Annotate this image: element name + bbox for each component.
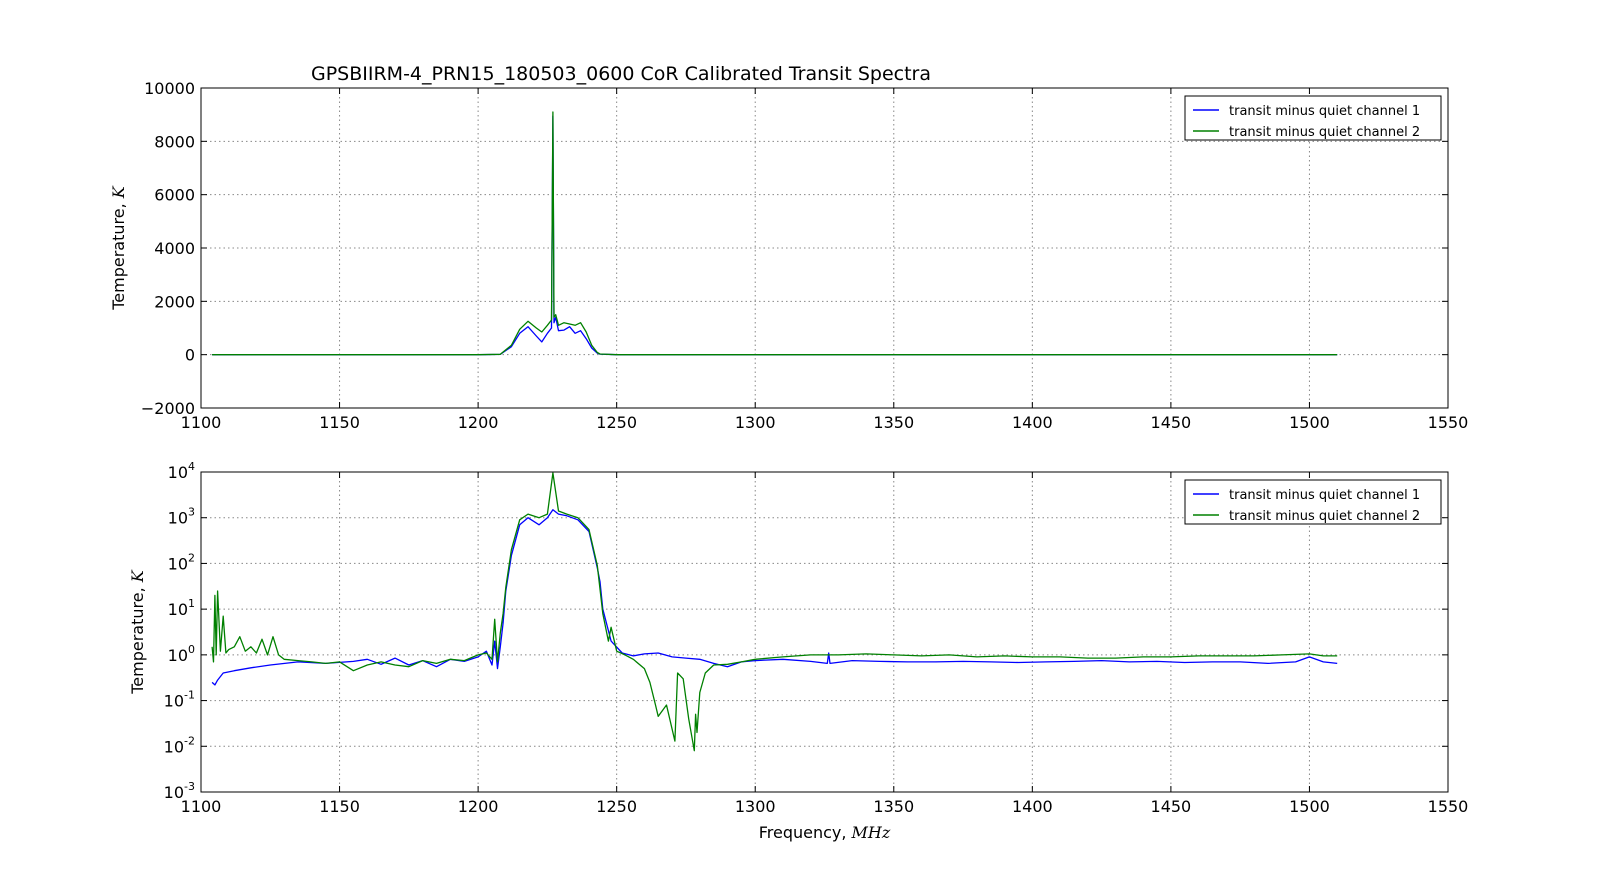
y-tick-label: 101	[168, 597, 195, 619]
x-tick-label: 1450	[1151, 797, 1192, 816]
x-tick-label: 1550	[1428, 797, 1469, 816]
y-tick-label: 8000	[154, 132, 195, 151]
x-tick-label: 1200	[458, 413, 499, 432]
legend-label-channel-2: transit minus quiet channel 2	[1229, 125, 1420, 140]
x-tick-label: 1400	[1012, 413, 1053, 432]
y-tick-label: 102	[168, 551, 195, 573]
y-tick-label: 100	[168, 643, 195, 665]
y-tick-label: 6000	[154, 186, 195, 205]
legend-label-channel-1: transit minus quiet channel 1	[1229, 104, 1420, 119]
series-line-channel-1	[212, 115, 1338, 356]
y-tick-label: 10-3	[164, 780, 195, 802]
x-axis-label: Frequency, MHz	[759, 823, 891, 842]
y-tick-label: 10-2	[164, 734, 195, 756]
x-tick-label: 1150	[319, 797, 360, 816]
x-tick-label: 1100	[181, 797, 222, 816]
figure-title: GPSBIIRM-4_PRN15_180503_0600 CoR Calibra…	[311, 63, 931, 85]
x-tick-label: 1250	[596, 413, 637, 432]
x-tick-label: 1200	[458, 797, 499, 816]
legend-box	[1184, 95, 1442, 141]
x-tick-label: 1350	[873, 413, 914, 432]
legend-label-channel-2: transit minus quiet channel 2	[1229, 509, 1420, 524]
x-tick-label: 1100	[181, 413, 222, 432]
y-tick-label: 4000	[154, 239, 195, 258]
series-group	[212, 111, 1338, 356]
y-tick-label: 2000	[154, 292, 195, 311]
legend-box	[1184, 479, 1442, 525]
series-line-channel-2	[211, 472, 1338, 752]
y-tick-label: 10000	[144, 79, 195, 98]
top-panel-linear: 1100 1150 1200 1250 1300 1350 1400 1450 1500 1550…	[109, 79, 1468, 432]
x-tick-label: 1450	[1151, 413, 1192, 432]
y-tick-label: 103	[168, 506, 195, 528]
y-axis-label: Temperature, K	[128, 569, 147, 695]
x-tick-label: 1150	[319, 413, 360, 432]
x-tick-label: 1300	[735, 413, 776, 432]
y-tick-label: 0	[185, 346, 195, 365]
y-tick-label: −2000	[141, 399, 195, 418]
x-tick-label: 1300	[735, 797, 776, 816]
x-tick-label: 1250	[596, 797, 637, 816]
series-line-channel-2	[212, 111, 1338, 356]
x-tick-label: 1550	[1428, 413, 1469, 432]
y-axis-label: Temperature, K	[109, 185, 128, 311]
legend: transit minus quiet channel 1 transit min…	[1184, 479, 1442, 525]
legend-label-channel-1: transit minus quiet channel 1	[1229, 488, 1420, 503]
x-tick-label: 1500	[1289, 413, 1330, 432]
x-tick-label: 1350	[873, 797, 914, 816]
y-tick-label: 104	[168, 460, 195, 482]
y-tick-label: 10-1	[164, 689, 195, 711]
x-tick-label: 1500	[1289, 797, 1330, 816]
bottom-panel-log: 1100 1150 1200 1250 1300 1350 1400 1450 1500 1550…	[128, 460, 1468, 842]
legend: transit minus quiet channel 1 transit min…	[1184, 95, 1442, 141]
x-tick-label: 1400	[1012, 797, 1053, 816]
series-line-channel-1	[211, 509, 1338, 686]
plot-frame	[200, 471, 1449, 793]
series-group	[211, 472, 1338, 752]
